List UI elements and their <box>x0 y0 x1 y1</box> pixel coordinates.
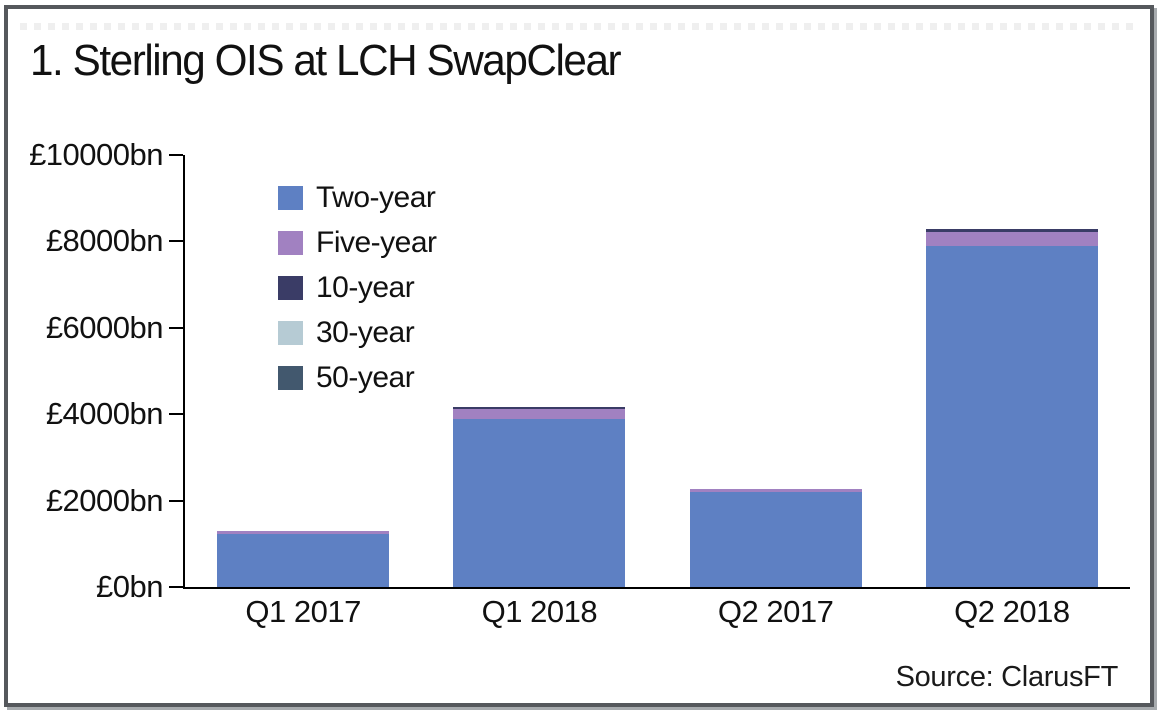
bar-q2-2017 <box>689 489 862 587</box>
y-tick-label-10000: £10000bn <box>29 137 163 172</box>
bar-slot-q1-2017 <box>185 155 421 587</box>
bar-segment-q2-2018-10-year <box>925 229 1098 232</box>
legend-item-five-year: Five-year <box>278 225 437 259</box>
y-tick-label-8000: £8000bn <box>45 223 164 259</box>
bar-segment-q1-2017-five-year <box>217 531 390 534</box>
legend-label-five-year: Five-year <box>316 225 437 259</box>
y-tick-10000 <box>169 154 183 156</box>
legend-swatch-50-year <box>278 365 303 390</box>
bar-segment-q1-2018-five-year <box>453 409 626 419</box>
bar-q2-2018 <box>925 229 1098 587</box>
x-label-q1-2018: Q1 2018 <box>481 594 598 629</box>
legend-item-10-year: 10-year <box>278 270 437 304</box>
y-axis-line <box>183 155 185 587</box>
x-label-q2-2017: Q2 2017 <box>717 594 834 629</box>
legend-item-50-year: 50-year <box>278 360 437 394</box>
y-tick-0 <box>169 586 183 588</box>
legend-item-two-year: Two-year <box>278 180 437 214</box>
bar-slot-q2-2017 <box>658 155 894 587</box>
bar-segment-q2-2017-two-year <box>689 492 862 587</box>
legend-label-10-year: 10-year <box>316 270 415 304</box>
bar-q1-2017 <box>217 531 390 587</box>
source-note: Source: ClarusFT <box>895 661 1119 693</box>
bar-segment-q2-2017-five-year <box>689 489 862 492</box>
x-label-q2-2018: Q2 2018 <box>954 594 1070 629</box>
legend-label-50-year: 50-year <box>316 360 415 394</box>
bar-segment-q1-2017-two-year <box>217 534 390 587</box>
y-tick-label-0: £0bn <box>96 569 163 604</box>
x-axis-labels: Q1 2017 Q1 2018 Q2 2017 Q2 2018 <box>185 594 1130 630</box>
y-tick-label-6000: £6000bn <box>45 309 164 345</box>
legend-label-30-year: 30-year <box>316 315 415 349</box>
y-tick-label-2000: £2000bn <box>45 482 164 518</box>
y-tick-label-4000: £4000bn <box>45 396 164 432</box>
legend-swatch-two-year <box>278 185 303 210</box>
bar-segment-q1-2018-two-year <box>453 419 626 587</box>
bar-segment-q2-2018-two-year <box>925 246 1098 587</box>
legend-swatch-10-year <box>278 275 303 300</box>
x-label-q1-2017: Q1 2017 <box>245 594 361 629</box>
bar-q1-2018 <box>453 407 626 587</box>
legend: Two-year Five-year 10-year 30-year 50-year <box>278 180 437 394</box>
y-tick-2000 <box>169 499 183 502</box>
legend-swatch-five-year <box>278 230 303 255</box>
bar-segment-q2-2018-five-year <box>925 232 1098 246</box>
y-tick-6000 <box>169 326 183 329</box>
legend-swatch-30-year <box>278 320 303 345</box>
chart-title: 1. Sterling OIS at LCH SwapClear <box>30 36 622 85</box>
y-tick-8000 <box>169 240 183 243</box>
y-tick-4000 <box>169 413 183 416</box>
legend-item-30-year: 30-year <box>278 315 437 349</box>
halftone-texture <box>20 23 1138 30</box>
bar-segment-q1-2018-10-year <box>453 407 626 409</box>
legend-label-two-year: Two-year <box>316 180 436 214</box>
bar-slot-q2-2018 <box>894 155 1130 587</box>
bar-slot-q1-2018 <box>421 155 657 587</box>
bars-container <box>185 155 1130 587</box>
plot-area: £0bn £2000bn £4000bn £6000bn £8000bn £10000bn <box>29 137 1130 604</box>
x-axis-line <box>183 587 1130 589</box>
